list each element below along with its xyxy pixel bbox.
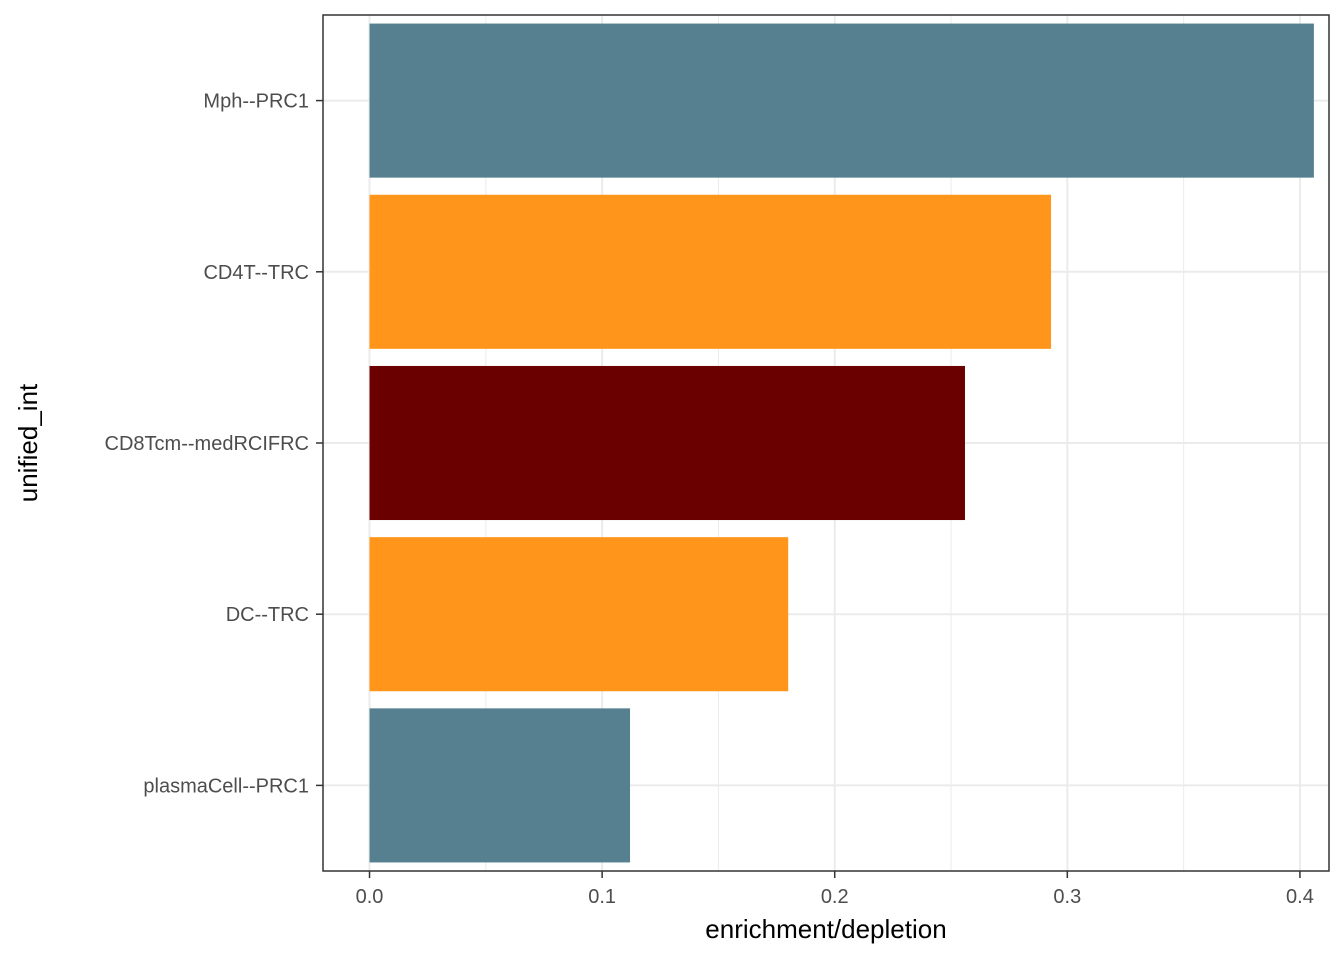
bar-DC--TRC — [369, 537, 789, 692]
bar-CD4T--TRC — [369, 194, 1052, 349]
x-axis-title: enrichment/depletion — [705, 914, 946, 944]
y-tick-label: Mph--PRC1 — [203, 91, 309, 113]
x-tick-label: 0.0 — [356, 886, 384, 908]
y-axis-title: unified_int — [13, 383, 43, 502]
x-tick-label: 0.4 — [1286, 886, 1314, 908]
bar-Mph--PRC1 — [369, 23, 1314, 178]
y-tick-label: DC--TRC — [226, 604, 309, 626]
bar-plasmaCell--PRC1 — [369, 708, 631, 863]
bar-CD8Tcm--medRCIFRC — [369, 365, 965, 521]
x-tick-label: 0.2 — [821, 886, 849, 908]
bars — [369, 23, 1314, 863]
y-tick-label: CD4T--TRC — [203, 262, 309, 284]
x-tick-label: 0.3 — [1053, 886, 1081, 908]
y-axis: Mph--PRC1 CD4T--TRC CD8Tcm--medRCIFRC DC--T… — [105, 91, 323, 797]
y-tick-label: CD8Tcm--medRCIFRC — [105, 433, 309, 455]
x-axis: 0.0 0.1 0.2 0.3 0.4 — [356, 871, 1314, 908]
y-tick-label: plasmaCell--PRC1 — [143, 775, 309, 797]
x-tick-label: 0.1 — [588, 886, 616, 908]
